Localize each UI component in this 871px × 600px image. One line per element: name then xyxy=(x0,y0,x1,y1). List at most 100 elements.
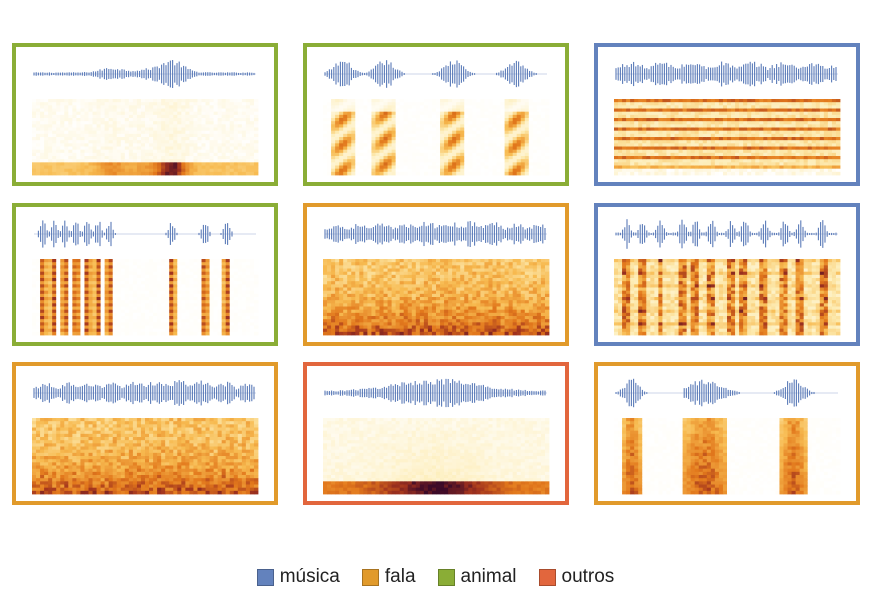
spectrogram-cell xyxy=(520,149,526,154)
spectrogram-cell xyxy=(96,127,102,132)
spectrogram-cell xyxy=(197,102,202,106)
spectrogram-cell xyxy=(64,124,69,128)
spectrogram-cell xyxy=(108,319,114,323)
spectrogram-cell xyxy=(544,159,550,163)
spectrogram-cell xyxy=(731,121,736,125)
spectrogram-cell xyxy=(626,118,631,122)
spectrogram-cell xyxy=(452,149,457,154)
spectrogram-cell xyxy=(807,140,813,144)
spectrogram-cell xyxy=(831,140,837,144)
spectrogram-cell xyxy=(727,130,732,135)
spectrogram-cell xyxy=(76,111,81,116)
spectrogram-cell xyxy=(100,290,106,295)
spectrogram-cell xyxy=(96,328,102,333)
spectrogram-cell xyxy=(614,118,619,122)
spectrogram-cell xyxy=(528,114,534,119)
spectrogram-cell xyxy=(823,162,829,166)
spectrogram-cell xyxy=(799,108,805,113)
spectrogram-cell xyxy=(682,105,688,109)
spectrogram-cell xyxy=(88,146,93,151)
spectrogram-cell xyxy=(44,127,49,132)
spectrogram-cell xyxy=(702,114,708,119)
spectrogram-cell xyxy=(241,105,247,109)
spectrogram-cell xyxy=(363,124,368,128)
spectrogram-cell xyxy=(747,149,752,154)
spectrogram-cell xyxy=(165,168,170,173)
spectrogram-cell xyxy=(484,140,489,144)
spectrogram-cell xyxy=(787,156,792,160)
spectrogram-cell xyxy=(112,133,118,138)
spectrogram-cell xyxy=(775,99,780,103)
spectrogram-cell xyxy=(153,143,158,147)
spectrogram-cell xyxy=(415,111,421,116)
spectrogram-cell xyxy=(427,133,433,138)
spectrogram-cell xyxy=(323,127,328,132)
spectrogram-cell xyxy=(399,162,405,166)
spectrogram-cell xyxy=(727,140,732,144)
spectrogram-cell xyxy=(76,259,81,263)
spectrogram-cell xyxy=(132,300,138,304)
spectrogram-cell xyxy=(698,152,704,157)
spectrogram-cell xyxy=(197,159,202,163)
spectrogram-cell xyxy=(209,152,215,157)
spectrogram-cell xyxy=(516,124,522,128)
spectrogram-cell xyxy=(68,99,73,103)
spectrogram-cell xyxy=(666,146,671,151)
spectrogram-cell xyxy=(532,118,538,122)
spectrogram-cell xyxy=(245,111,251,116)
spectrogram-cell xyxy=(520,105,526,109)
spectrogram-cell xyxy=(56,127,61,132)
spectrogram-cell xyxy=(323,156,328,160)
spectrogram-cell xyxy=(132,156,138,160)
spectrogram-cell xyxy=(452,143,457,147)
spectrogram-cell xyxy=(544,118,550,122)
spectrogram-cell xyxy=(468,130,473,135)
spectrogram-cell xyxy=(383,152,388,157)
spectrogram-cell xyxy=(64,130,69,135)
spectrogram-cell xyxy=(253,152,259,157)
spectrogram-cell xyxy=(197,146,202,151)
spectrogram-cell xyxy=(32,271,37,276)
spectrogram-cell xyxy=(331,99,336,103)
spectrogram-cell xyxy=(165,102,170,106)
spectrogram-cell xyxy=(189,162,194,166)
spectrogram-cell xyxy=(492,143,497,147)
spectrogram-cell xyxy=(622,121,627,125)
spectrogram-cell xyxy=(237,168,243,173)
spectrogram-cell xyxy=(355,168,360,173)
spectrogram-cell xyxy=(120,287,126,292)
spectrogram-figure xyxy=(614,61,841,176)
spectrogram-cell xyxy=(411,162,417,166)
spectrogram-cell xyxy=(201,156,206,160)
spectrogram-cell xyxy=(128,319,134,323)
spectrogram-cell xyxy=(225,171,231,176)
spectrogram-cell xyxy=(436,102,441,106)
spectrogram-cell xyxy=(771,162,776,166)
spectrogram-cell xyxy=(771,159,776,163)
spectrogram-cell xyxy=(803,111,809,116)
spectrogram-cell xyxy=(237,102,243,106)
spectrogram-cell xyxy=(678,156,684,160)
spectrogram-cell xyxy=(331,127,336,132)
spectrogram-cell xyxy=(415,118,421,122)
spectrogram-cell xyxy=(40,281,45,285)
spectrogram-cell xyxy=(686,114,692,119)
spectrogram-cell xyxy=(492,114,497,119)
spectrogram-cell xyxy=(614,143,619,147)
spectrogram-cell xyxy=(165,130,170,135)
spectrogram-cell xyxy=(743,165,748,170)
spectrogram-cell xyxy=(132,268,138,273)
spectrogram-cell xyxy=(72,265,77,269)
spectrogram-cell xyxy=(100,306,106,311)
spectrogram-cell xyxy=(169,105,174,109)
spectrogram-cell xyxy=(153,105,158,109)
spectrogram-cell xyxy=(803,105,809,109)
spectrogram-cell xyxy=(120,325,126,330)
spectrogram-cell xyxy=(678,124,684,128)
spectrogram-cell xyxy=(779,168,784,173)
spectrogram-cell xyxy=(84,309,89,314)
spectrogram-cell xyxy=(88,168,93,173)
spectrogram-cell xyxy=(379,171,384,176)
spectrogram-cell xyxy=(819,127,825,132)
spectrogram-cell xyxy=(403,156,409,160)
